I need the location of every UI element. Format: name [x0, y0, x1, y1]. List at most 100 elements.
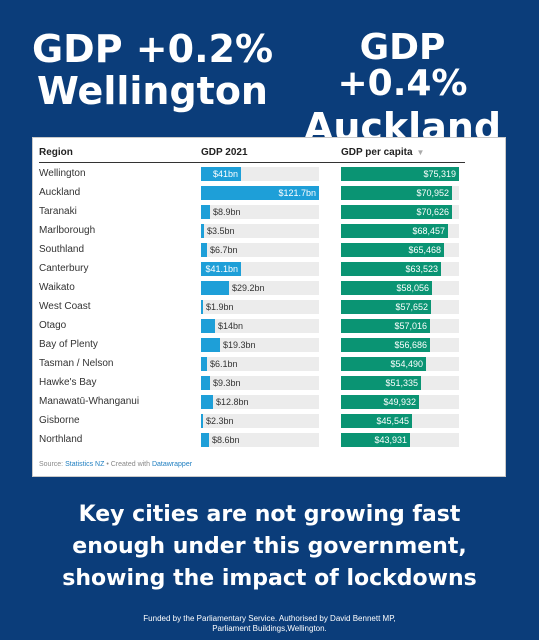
capita-value-label: $51,335 [385, 378, 418, 388]
region-name: Taranaki [39, 206, 77, 217]
sort-down-icon[interactable]: ▼ [416, 148, 425, 157]
region-name: Bay of Plenty [39, 339, 98, 350]
gdp-bar-track: $1.9bn [201, 300, 319, 314]
capita-bar [341, 357, 426, 371]
table-row: Otago $14bn $57,016 [33, 317, 505, 336]
region-name: Canterbury [39, 263, 89, 274]
table-row: Bay of Plenty $19.3bn $56,686 [33, 336, 505, 355]
headline-wellington-gdp: GDP +0.2% [31, 27, 274, 71]
capita-bar [341, 319, 430, 333]
table-row: Southland $6.7bn $65,468 [33, 241, 505, 260]
capita-bar [341, 224, 448, 238]
capita-value-label: $57,652 [395, 302, 428, 312]
gdp-bar [201, 376, 210, 390]
tagline-line: Key cities are not growing fast [78, 502, 461, 527]
capita-bar-track: $54,490 [341, 357, 459, 371]
gdp-value-label: $9.3bn [213, 378, 241, 388]
table-row: West Coast $1.9bn $57,652 [33, 298, 505, 317]
capita-bar-track: $75,319 [341, 167, 459, 181]
region-name: Marlborough [39, 225, 96, 236]
gdp-bar [201, 414, 203, 428]
region-name: Manawatū-Whanganui [39, 396, 140, 407]
table-row: Gisborne $2.3bn $45,545 [33, 412, 505, 431]
capita-bar-track: $45,545 [341, 414, 459, 428]
created-with-prefix: • Created with [104, 461, 152, 468]
table-row: Wellington $41bn $75,319 [33, 165, 505, 184]
capita-value-label: $63,523 [405, 264, 438, 274]
table-row: Hawke's Bay $9.3bn $51,335 [33, 374, 505, 393]
capita-bar [341, 281, 432, 295]
gdp-bar-track: $2.3bn [201, 414, 319, 428]
capita-bar [341, 338, 430, 352]
gdp-bar [201, 205, 210, 219]
capita-value-label: $68,457 [412, 226, 445, 236]
gdp-bar-track: $9.3bn [201, 376, 319, 390]
capita-bar-track: $58,056 [341, 281, 459, 295]
gdp-bar-track: $19.3bn [201, 338, 319, 352]
gdp-bar [201, 395, 213, 409]
region-name: Northland [39, 434, 83, 445]
gdp-bar-track: $41bn [201, 167, 319, 181]
source-link[interactable]: Statistics NZ [65, 461, 105, 468]
capita-value-label: $57,016 [394, 321, 427, 331]
capita-bar [341, 376, 421, 390]
table-row: Auckland $121.7bn $70,952 [33, 184, 505, 203]
column-header-gdp-per-capita[interactable]: GDP per capita ▼ [341, 147, 424, 158]
table-row: Marlborough $3.5bn $68,457 [33, 222, 505, 241]
region-name: Otago [39, 320, 67, 331]
capita-bar-track: $56,686 [341, 338, 459, 352]
authorisation-footer: Funded by the Parliamentary Service. Aut… [80, 614, 459, 634]
gdp-bar [201, 300, 203, 314]
tagline-line: enough under this government, [72, 534, 467, 559]
table-row: Waikato $29.2bn $58,056 [33, 279, 505, 298]
capita-bar-track: $49,932 [341, 395, 459, 409]
table-row: Northland $8.6bn $43,931 [33, 431, 505, 450]
capita-bar-track: $57,652 [341, 300, 459, 314]
capita-bar-track: $51,335 [341, 376, 459, 390]
column-header-region[interactable]: Region [39, 147, 73, 158]
headline-auckland-gdp: GDP +0.4% [337, 27, 468, 104]
region-name: Auckland [39, 187, 81, 198]
gdp-bar-track: $3.5bn [201, 224, 319, 238]
capita-value-label: $49,932 [383, 397, 416, 407]
region-name: Southland [39, 244, 85, 255]
column-header-gdp-per-capita-label: GDP per capita [341, 147, 413, 158]
gdp-value-label: $6.1bn [210, 359, 238, 369]
gdp-value-label: $41bn [212, 169, 238, 179]
footer-line: Parliament Buildings,Wellington. [212, 624, 327, 633]
capita-bar-track: $57,016 [341, 319, 459, 333]
gdp-value-label: $19.3bn [223, 340, 256, 350]
table-row: Taranaki $8.9bn $70,626 [33, 203, 505, 222]
datawrapper-link[interactable]: Datawrapper [151, 461, 193, 468]
gdp-bar-track: $41.1bn [201, 262, 319, 276]
gdp-value-label: $121.7bn [278, 188, 316, 198]
gdp-bar-track: $12.8bn [201, 395, 319, 409]
gdp-bar [201, 224, 204, 238]
capita-value-label: $65,468 [408, 245, 441, 255]
gdp-value-label: $12.8bn [216, 397, 249, 407]
capita-value-label: $58,056 [396, 283, 429, 293]
capita-value-label: $56,686 [394, 340, 427, 350]
capita-bar-track: $70,952 [341, 186, 459, 200]
gdp-bar-track: $121.7bn [201, 186, 319, 200]
capita-value-label: $54,490 [390, 359, 423, 369]
gdp-bar-track: $8.6bn [201, 433, 319, 447]
capita-value-label: $43,931 [374, 435, 407, 445]
region-name: Waikato [39, 282, 75, 293]
table-row: Manawatū-Whanganui $12.8bn $49,932 [33, 393, 505, 412]
table-row: Tasman / Nelson $6.1bn $54,490 [33, 355, 505, 374]
table-row: Canterbury $41.1bn $63,523 [33, 260, 505, 279]
region-name: Hawke's Bay [39, 377, 97, 388]
headline-auckland: GDP +0.4% Auckland [290, 27, 515, 147]
capita-bar-track: $43,931 [341, 433, 459, 447]
gdp-bar-track: $14bn [201, 319, 319, 333]
headline-wellington-name: Wellington [37, 69, 268, 113]
capita-bar [341, 167, 459, 181]
gdp-bar-track: $6.7bn [201, 243, 319, 257]
gdp-value-label: $14bn [218, 321, 244, 331]
gdp-value-label: $29.2bn [232, 283, 265, 293]
capita-value-label: $75,319 [423, 169, 456, 179]
capita-bar [341, 433, 410, 447]
column-header-gdp[interactable]: GDP 2021 [201, 147, 248, 158]
footer-line: Funded by the Parliamentary Service. Aut… [143, 614, 396, 623]
